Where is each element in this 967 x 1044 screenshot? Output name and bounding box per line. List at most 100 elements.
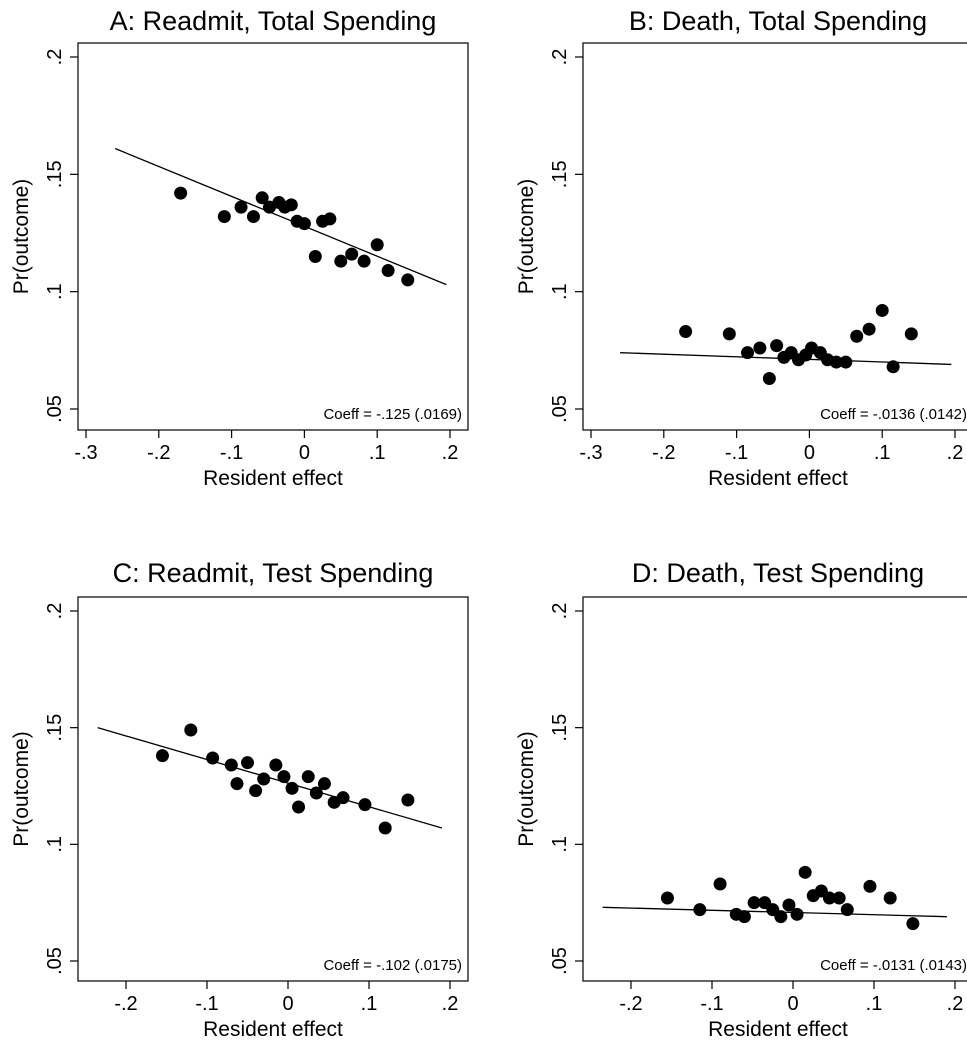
data-point [277,770,291,784]
x-tick-label: 0 [787,993,798,1015]
data-point [234,200,248,214]
data-point [829,355,843,369]
y-axis-label: Pr(outcome) [515,179,538,295]
data-point [862,322,876,336]
data-point [336,791,350,805]
data-point [886,360,900,374]
x-tick-label: -.2 [147,442,170,464]
data-point [217,210,231,224]
data-point [297,217,311,231]
data-point [358,798,372,812]
data-point [782,898,796,912]
chart-panel-3: D: Death, Test Spending .05 .1 .15 .2 -.2 -.1 0… [515,558,967,1041]
y-tick-label: .05 [549,947,571,975]
y-axis-label: Pr(outcome) [10,731,33,847]
x-tick-label: .2 [442,993,459,1015]
x-tick-label: -.1 [195,993,218,1015]
y-tick-label: .2 [549,49,571,66]
y-tick-label: .05 [44,395,66,423]
data-point [357,254,371,268]
x-tick-label: .1 [369,442,386,464]
x-tick-label: .1 [874,442,891,464]
y-axis-label: Pr(outcome) [515,731,538,847]
coeff-annotation: Coeff = -.102 (.0175) [323,957,462,974]
data-point [713,877,727,891]
data-point [155,749,169,763]
data-point [906,917,920,931]
plot-frame [77,42,469,431]
x-axis-label: Resident effect [203,467,343,490]
data-point [370,238,384,252]
y-axis-label: Pr(outcome) [10,179,33,295]
data-point [345,247,359,261]
y-tick-label: .1 [549,836,571,853]
x-tick-label: .1 [866,993,883,1015]
y-tick-label: .15 [549,160,571,188]
data-point [292,800,306,814]
data-point [401,273,415,287]
y-tick-label: .15 [44,160,66,188]
coeff-annotation: Coeff = -.0136 (.0142) [820,406,967,423]
data-point [308,249,322,263]
x-axis-label: Resident effect [708,1018,848,1041]
data-point [798,865,812,879]
data-point [850,329,864,343]
data-point [840,903,854,917]
data-point [206,751,220,765]
data-point [334,254,348,268]
x-tick-label: -.2 [619,993,642,1015]
data-point [722,327,736,341]
data-point [230,777,244,791]
chart-panel-2: C: Readmit, Test Spending .05 .1 .15 .2 -.2 -.… [10,558,469,1041]
chart-panel-1: B: Death, Total Spending .05 .1 .15 .2 -.3 -.2… [515,6,967,490]
x-axis-label: Resident effect [708,467,848,490]
coeff-annotation: Coeff = -.125 (.0169) [323,406,462,423]
data-point [309,786,323,800]
x-tick-label: 0 [299,442,310,464]
data-point [284,198,298,212]
data-point [285,781,299,795]
data-point [401,793,415,807]
y-tick-label: .2 [549,603,571,620]
plot-frame [582,596,967,982]
data-point [762,371,776,385]
chart-panel-0: A: Readmit, Total Spending .05 .1 .15 .2 -.3 -… [10,6,469,490]
data-point [753,341,767,355]
chart-title: A: Readmit, Total Spending [110,6,437,36]
y-tick-label: .15 [549,714,571,742]
x-tick-label: .2 [947,442,964,464]
data-point [832,891,846,905]
y-tick-label: .2 [44,603,66,620]
x-tick-label: -.3 [74,442,97,464]
data-point [224,758,238,772]
chart-title: C: Readmit, Test Spending [113,558,434,588]
data-point [770,339,784,353]
x-tick-label: .2 [947,993,964,1015]
y-tick-label: .05 [44,947,66,975]
data-point [257,772,271,786]
data-point [269,758,283,772]
data-point [317,777,331,791]
fit-line [114,147,447,286]
data-point [660,891,674,905]
chart-title: B: Death, Total Spending [629,6,927,36]
data-point [822,891,836,905]
data-point [381,264,395,278]
data-point [693,903,707,917]
data-point [249,784,263,798]
data-point [904,327,918,341]
x-tick-label: .2 [442,442,459,464]
y-tick-label: .1 [44,836,66,853]
coeff-annotation: Coeff = -.0131 (.0143) [820,957,967,974]
data-point [863,879,877,893]
data-point [301,770,315,784]
x-tick-label: -.2 [114,993,137,1015]
data-point [741,346,755,360]
y-tick-label: .05 [549,395,571,423]
plot-frame [582,42,967,431]
data-point [737,910,751,924]
data-point [679,325,693,339]
data-point [790,907,804,921]
y-tick-label: .2 [44,49,66,66]
